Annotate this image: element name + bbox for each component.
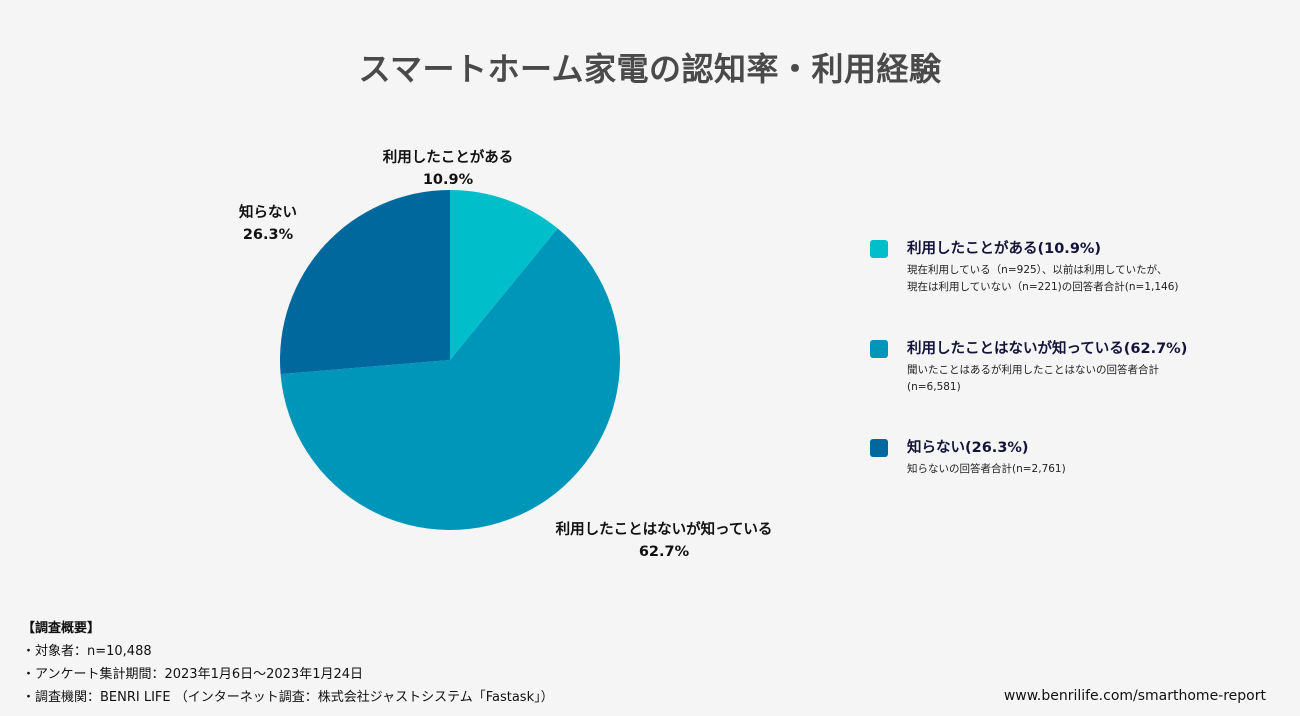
legend-desc-unknown: 知らないの回答者合計(n=2,761) xyxy=(907,461,1280,478)
slice-label-used-name: 利用したことがある xyxy=(382,150,514,166)
legend-desc-known-line2: (n=6,581) xyxy=(907,381,961,393)
legend-desc-used: 現在利用している（n=925）、以前は利用していたが、 現在は利用していない（n… xyxy=(907,262,1280,296)
legend-desc-used-line1: 現在利用している（n=925）、以前は利用していたが、 xyxy=(907,264,1168,276)
legend-item-unknown: 知らない(26.3%) 知らないの回答者合計(n=2,761) xyxy=(870,437,1280,478)
legend-swatch-unknown xyxy=(870,439,888,457)
legend-title-known: 利用したことはないが知っている(62.7%) xyxy=(907,341,1188,357)
legend-desc-used-line2: 現在は利用していない（n=221)の回答者合計(n=1,146) xyxy=(907,281,1179,293)
pie-slice-known xyxy=(280,228,620,530)
slice-label-known-name: 利用したことはないが知っている xyxy=(555,522,773,538)
survey-overview: 【調査概要】 ・対象者：n=10,488 ・アンケート集計期間：2023年1月6… xyxy=(22,617,554,709)
survey-organization: ・調査機関：BENRI LIFE （インターネット調査：株式会社ジャストシステム… xyxy=(22,690,554,705)
legend-item-known: 利用したことはないが知っている(62.7%) 聞いたことはあるが利用したことはな… xyxy=(870,338,1280,437)
slice-label-used-value: 10.9% xyxy=(422,172,474,188)
legend-title-unknown: 知らない(26.3%) xyxy=(907,440,1029,456)
slice-label-known-value: 62.7% xyxy=(638,544,690,560)
legend-desc-known: 聞いたことはあるが利用したことはないの回答者合計 (n=6,581) xyxy=(907,362,1280,396)
survey-target: ・対象者：n=10,488 xyxy=(22,644,152,659)
survey-heading: 【調査概要】 xyxy=(22,621,101,636)
legend-desc-unknown-line1: 知らないの回答者合計(n=2,761) xyxy=(907,463,1066,475)
pie-slice-used xyxy=(450,190,558,360)
source-url: www.benrilife.com/smarthome-report xyxy=(1003,688,1266,704)
legend-desc-known-line1: 聞いたことはあるが利用したことはないの回答者合計 xyxy=(907,364,1159,376)
legend-title-used: 利用したことがある(10.9%) xyxy=(907,241,1102,257)
pie-slice-unknown xyxy=(280,190,450,375)
legend-swatch-used xyxy=(870,240,888,258)
slice-label-unknown-value: 26.3% xyxy=(242,227,294,243)
survey-period: ・アンケート集計期間：2023年1月6日〜2023年1月24日 xyxy=(22,667,364,682)
legend-swatch-known xyxy=(870,340,888,358)
legend-item-used: 利用したことがある(10.9%) 現在利用している（n=925）、以前は利用して… xyxy=(870,238,1280,338)
legend: 利用したことがある(10.9%) 現在利用している（n=925）、以前は利用して… xyxy=(870,238,1280,478)
slice-label-unknown-name: 知らない xyxy=(239,205,297,221)
chart-title: スマートホーム家電の認知率・利用経験 xyxy=(358,50,942,88)
